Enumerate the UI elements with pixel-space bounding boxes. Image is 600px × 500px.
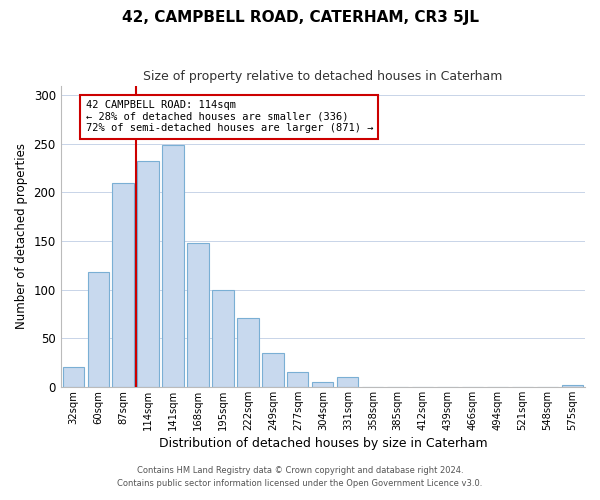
Bar — [337, 377, 358, 387]
Bar — [238, 318, 259, 387]
Text: 42, CAMPBELL ROAD, CATERHAM, CR3 5JL: 42, CAMPBELL ROAD, CATERHAM, CR3 5JL — [121, 10, 479, 25]
Title: Size of property relative to detached houses in Caterham: Size of property relative to detached ho… — [143, 70, 503, 83]
Text: 42 CAMPBELL ROAD: 114sqm
← 28% of detached houses are smaller (336)
72% of semi-: 42 CAMPBELL ROAD: 114sqm ← 28% of detach… — [86, 100, 373, 134]
Bar — [62, 368, 84, 387]
Bar — [112, 183, 134, 387]
Bar — [88, 272, 109, 387]
Y-axis label: Number of detached properties: Number of detached properties — [15, 143, 28, 329]
Bar — [212, 290, 233, 387]
Bar — [562, 385, 583, 387]
Bar — [287, 372, 308, 387]
Bar — [187, 243, 209, 387]
Text: Contains HM Land Registry data © Crown copyright and database right 2024.
Contai: Contains HM Land Registry data © Crown c… — [118, 466, 482, 487]
Bar — [312, 382, 334, 387]
Bar — [137, 162, 158, 387]
Bar — [163, 145, 184, 387]
X-axis label: Distribution of detached houses by size in Caterham: Distribution of detached houses by size … — [158, 437, 487, 450]
Bar — [262, 353, 284, 387]
